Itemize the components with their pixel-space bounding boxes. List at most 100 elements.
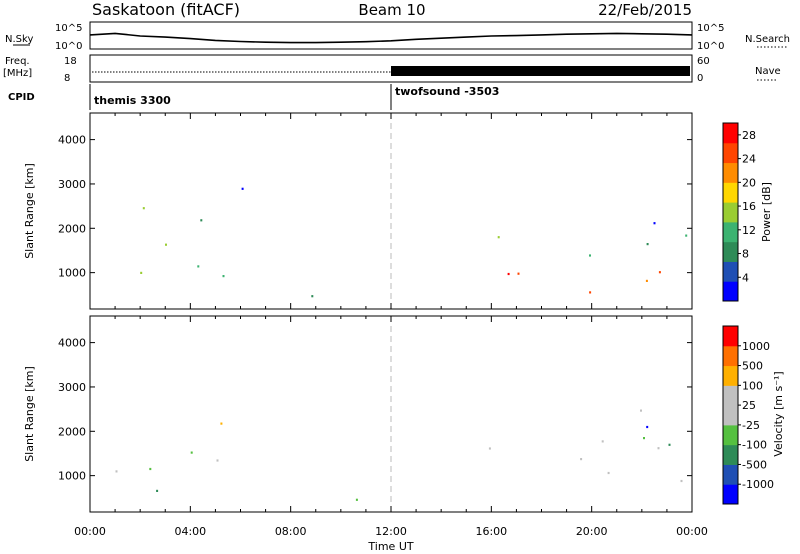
power-colorbar-label: Power [dB] xyxy=(760,182,773,242)
cpid-strip: CPID themis 3300 twofsound -3503 xyxy=(8,84,499,110)
power-cell xyxy=(140,271,143,274)
x-tick-label: 08:00 xyxy=(275,525,307,538)
noise-tick-bottom-left: 10^0 xyxy=(55,41,82,52)
x-tick-label: 12:00 xyxy=(375,525,407,538)
velocity-cell xyxy=(580,458,583,461)
velocity-cell xyxy=(643,437,645,440)
freq-unit-label: [MHz] xyxy=(3,68,32,79)
colorbar-band xyxy=(723,326,738,347)
nave-tick-bottom: 0 xyxy=(697,73,703,84)
freq-label: Freq. xyxy=(5,56,30,67)
power-cell xyxy=(507,272,510,276)
y-tick-label: 1000 xyxy=(58,470,86,483)
power-cell xyxy=(645,279,648,282)
y-tick-label: 1000 xyxy=(58,267,86,280)
power-cell xyxy=(646,243,649,246)
colorbar-tick-label: 20 xyxy=(742,176,756,189)
y-tick-label: 4000 xyxy=(58,134,86,147)
velocity-cell xyxy=(156,489,159,492)
colorbar-band xyxy=(723,424,738,446)
colorbar-tick-label: 24 xyxy=(742,153,756,166)
velocity-ylabel: Slant Range [km] xyxy=(23,366,36,462)
colorbar-tick-label: 25 xyxy=(742,399,756,412)
velocity-cell xyxy=(149,467,152,471)
colorbar-tick-label: -100 xyxy=(742,439,767,452)
beam-title: Beam 10 xyxy=(358,1,425,19)
freq-tick-bottom: 8 xyxy=(64,73,70,84)
colorbar-band xyxy=(723,385,738,406)
colorbar-tick-label: -500 xyxy=(742,458,767,471)
power-cell xyxy=(142,207,145,210)
colorbar-band xyxy=(723,464,738,485)
colorbar-band xyxy=(723,281,738,302)
x-tick-label: 04:00 xyxy=(174,525,206,538)
freq-tick-top: 18 xyxy=(64,56,77,67)
colorbar-tick-label: -1000 xyxy=(742,478,774,491)
colorbar-tick-label: 1000 xyxy=(742,340,770,353)
freq-strip: Freq. [MHz] 18 8 60 0 Nave xyxy=(3,54,781,84)
noise-tick-top-left: 10^5 xyxy=(55,23,82,34)
velocity-cell xyxy=(657,447,660,450)
x-tick-label: 16:00 xyxy=(475,525,507,538)
nave-tick-top: 60 xyxy=(697,56,710,67)
power-cell xyxy=(658,271,661,274)
power-cell xyxy=(589,254,591,257)
power-colorbar: 4 8 12 16 20 24 28 xyxy=(722,122,756,302)
velocity-cell xyxy=(355,498,358,501)
velocity-y-ticks: 1000 2000 3000 4000 xyxy=(58,316,693,512)
x-tick-label: 00:00 xyxy=(676,525,708,538)
colorbar-band xyxy=(723,405,738,426)
colorbar-band xyxy=(723,202,738,223)
time-axis: 00:00 04:00 08:00 12:00 16:00 20:00 00:00 xyxy=(74,525,708,538)
y-tick-label: 3000 xyxy=(58,178,86,191)
power-cell xyxy=(589,291,592,294)
y-tick-label: 2000 xyxy=(58,425,86,438)
velocity-cell xyxy=(488,447,491,450)
colorbar-band xyxy=(723,345,738,367)
colorbar-tick-label: 12 xyxy=(742,224,756,237)
colorbar-tick-label: 16 xyxy=(742,200,756,213)
nsky-label: N.Sky xyxy=(5,34,33,45)
velocity-cell xyxy=(220,422,223,425)
power-cell xyxy=(497,236,500,239)
noise-tick-bottom-right: 10^0 xyxy=(697,41,724,52)
velocity-cell xyxy=(190,451,193,454)
nave-series xyxy=(391,66,690,76)
colorbar-tick-label: 8 xyxy=(742,248,749,261)
colorbar-tick-label: 500 xyxy=(742,360,763,373)
power-cell xyxy=(653,222,656,225)
cpid-label: CPID xyxy=(8,92,35,103)
power-cell xyxy=(165,243,167,246)
nsearch-label: N.Search xyxy=(745,34,790,45)
velocity-cell xyxy=(216,459,219,462)
power-panel: 1000 2000 3000 4000 Slant Range [km] 4 8 12 16… xyxy=(23,112,773,310)
colorbar-band xyxy=(723,365,738,386)
colorbar-band xyxy=(723,182,738,203)
velocity-colorbar: 1000 500 100 25 -25 -100 -500 -1000 xyxy=(722,325,774,505)
velocity-cell xyxy=(601,440,604,443)
velocity-cell xyxy=(668,443,671,446)
y-tick-label: 4000 xyxy=(58,337,86,350)
y-tick-label: 2000 xyxy=(58,222,86,235)
power-data-cells xyxy=(140,187,688,298)
velocity-cell xyxy=(115,470,118,473)
colorbar-tick-label: -25 xyxy=(742,419,760,432)
colorbar-band xyxy=(723,444,738,465)
power-cell xyxy=(311,295,314,298)
velocity-cell xyxy=(640,409,642,412)
colorbar-band xyxy=(723,241,738,262)
power-cell xyxy=(685,234,688,237)
velocity-cell xyxy=(646,425,649,429)
colorbar-tick-label: 28 xyxy=(742,129,756,142)
power-ylabel: Slant Range [km] xyxy=(23,163,36,259)
power-cell xyxy=(517,272,520,275)
y-tick-label: 3000 xyxy=(58,381,86,394)
power-cell xyxy=(200,219,203,222)
velocity-cell xyxy=(607,471,610,475)
x-tick-label: 00:00 xyxy=(74,525,106,538)
time-axis-label: Time UT xyxy=(367,540,413,553)
colorbar-band xyxy=(723,261,738,282)
colorbar-tick-label: 100 xyxy=(742,379,763,392)
velocity-data-cells xyxy=(115,409,683,501)
